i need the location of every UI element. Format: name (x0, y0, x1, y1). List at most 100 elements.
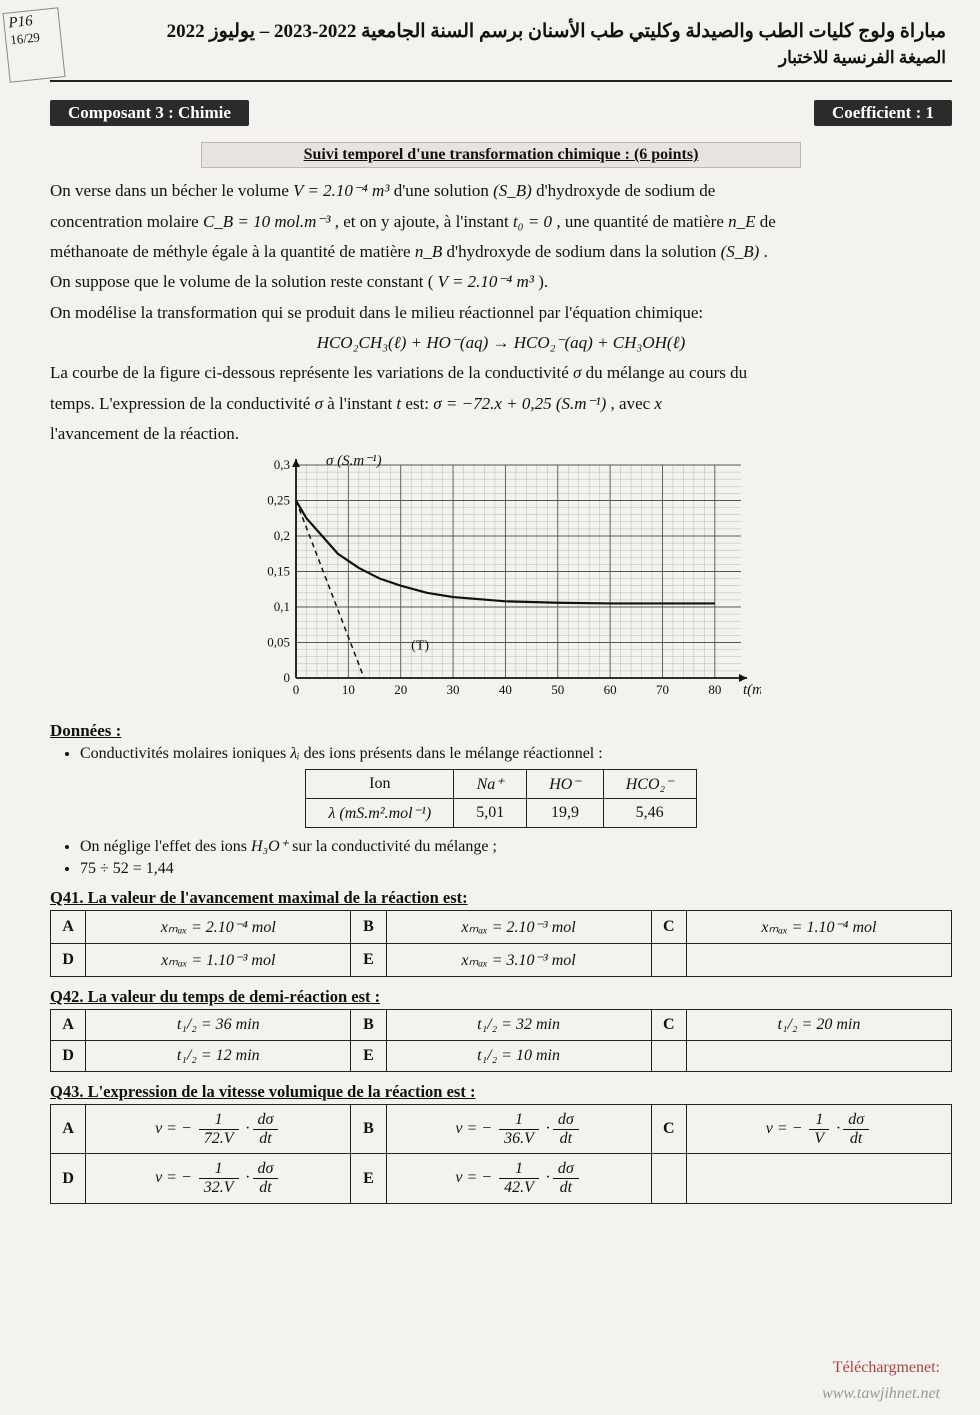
q42-d: t₁/₂ = 12 min (86, 1041, 351, 1072)
data-list: Conductivités molaires ioniques λᵢ des i… (80, 745, 952, 763)
svg-text:0,1: 0,1 (274, 599, 290, 614)
d: dt (843, 1130, 869, 1148)
opt-c: C (651, 1105, 686, 1154)
blank (686, 944, 951, 977)
t: à l'instant (327, 394, 396, 413)
n: dσ (253, 1160, 279, 1179)
t: d'hydroxyde de sodium de (536, 181, 715, 200)
q41-c: xₘₐₓ = 1.10⁻⁴ mol (686, 911, 951, 944)
n: dσ (253, 1111, 279, 1130)
n: 1 (499, 1160, 539, 1179)
section-bar: Composant 3 : Chimie Coefficient : 1 (50, 100, 952, 126)
t: temps. L'expression de la conductivité (50, 394, 315, 413)
tvar: t (396, 394, 401, 413)
th: HCO₂⁻ (626, 776, 674, 793)
h3o: H₃O⁺ (251, 838, 288, 855)
opt-a: A (51, 1105, 86, 1154)
sig2: σ (315, 394, 323, 413)
d: dt (253, 1130, 279, 1148)
svg-text:t(min): t(min) (743, 682, 761, 698)
blank (651, 944, 686, 977)
chart-svg: 0102030405060708000,050,10,150,20,250,3σ… (241, 453, 761, 713)
vp: v = − (766, 1120, 807, 1137)
q43-e: v = − 142.V ·dσdt (386, 1154, 651, 1203)
q43-a: v = − 172.V ·dσdt (86, 1105, 351, 1154)
q43-c: v = − 1V ·dσdt (686, 1105, 951, 1154)
svg-text:10: 10 (342, 682, 355, 697)
svg-text:0,25: 0,25 (267, 493, 290, 508)
t: On verse dans un bécher le volume (50, 181, 293, 200)
q41-b: xₘₐₓ = 2.10⁻³ mol (386, 911, 651, 944)
ion-table: Ion Na⁺ HO⁻ HCO₂⁻ λ (mS.m².mol⁻¹) 5,01 1… (305, 769, 696, 828)
opt-b: B (351, 911, 386, 944)
t: est: (405, 394, 433, 413)
pn: P16 (8, 13, 34, 31)
d: 42.V (499, 1179, 539, 1197)
q41-e: xₘₐₓ = 3.10⁻³ mol (386, 944, 651, 977)
th: HO⁻ (549, 776, 581, 793)
footer-download: Téléchargmenet: (833, 1359, 940, 1377)
opt-e: E (351, 1154, 386, 1203)
sig: σ (573, 363, 581, 382)
t: On modélise la transformation qui se pro… (50, 300, 952, 326)
bar-left: Composant 3 : Chimie (50, 100, 249, 126)
n: 1 (499, 1111, 539, 1130)
opt-c: C (651, 1010, 686, 1041)
blank (651, 1041, 686, 1072)
q43-table: A v = − 172.V ·dσdt B v = − 136.V ·dσdt … (50, 1104, 952, 1203)
ne: n_E (728, 212, 755, 231)
t: , avec (611, 394, 655, 413)
svg-text:60: 60 (604, 682, 617, 697)
exercise-banner: Suivi temporel d'une transformation chim… (201, 142, 801, 168)
pn-bot: 29 (26, 29, 40, 45)
d: dt (253, 1179, 279, 1197)
q42-a: t₁/₂ = 36 min (86, 1010, 351, 1041)
data-list2: On néglige l'effet des ions H₃O⁺ sur la … (80, 836, 952, 878)
lambda: λᵢ (290, 745, 299, 762)
d: 32.V (199, 1179, 239, 1197)
t: concentration molaire (50, 212, 203, 231)
opt-a: A (51, 911, 86, 944)
v-val: V = 2.10⁻⁴ m³ (293, 181, 389, 200)
donnees-title: Données : (50, 721, 952, 741)
d: dt (553, 1130, 579, 1148)
svg-text:30: 30 (447, 682, 460, 697)
intro: On verse dans un bécher le volume V = 2.… (50, 178, 952, 447)
t0: t₀ = 0 (513, 212, 552, 231)
t: On néglige l'effet des ions (80, 838, 251, 855)
svg-text:20: 20 (394, 682, 407, 697)
n: 1 (809, 1111, 829, 1130)
opt-a: A (51, 1010, 86, 1041)
svg-text:50: 50 (551, 682, 564, 697)
t: , et on y ajoute, à l'instant (335, 212, 513, 231)
q42-b: t₁/₂ = 32 min (386, 1010, 651, 1041)
sigexpr: σ = −72.x + 0,25 (S.m⁻¹) (433, 394, 606, 413)
t: . (764, 242, 768, 261)
t: de (760, 212, 776, 231)
vp: v = − (455, 1120, 496, 1137)
th: Na⁺ (477, 776, 504, 793)
q42-table: A t₁/₂ = 36 min B t₁/₂ = 32 min C t₁/₂ =… (50, 1009, 952, 1072)
n: dσ (843, 1111, 869, 1130)
d: 36.V (499, 1130, 539, 1148)
th: Ion (306, 770, 454, 799)
svg-text:σ (S.m⁻¹): σ (S.m⁻¹) (326, 453, 382, 469)
svg-text:(T): (T) (411, 639, 429, 654)
t: ). (538, 272, 548, 291)
svg-text:0,2: 0,2 (274, 528, 290, 543)
li3: 75 ÷ 52 = 1,44 (80, 860, 952, 878)
n: dσ (553, 1111, 579, 1130)
opt-e: E (351, 1041, 386, 1072)
svg-text:70: 70 (656, 682, 669, 697)
opt-c: C (651, 911, 686, 944)
page-corner: P16 16/29 (2, 7, 65, 82)
svg-text:0,15: 0,15 (267, 564, 290, 579)
t: l'avancement de la réaction. (50, 421, 952, 447)
blank (651, 1154, 686, 1203)
q41-a: xₘₐₓ = 2.10⁻⁴ mol (86, 911, 351, 944)
tr: λ (mS.m².mol⁻¹) (328, 805, 431, 822)
vp: v = − (155, 1120, 196, 1137)
opt-d: D (51, 944, 86, 977)
t: des ions présents dans le mélange réacti… (304, 745, 603, 762)
opt-d: D (51, 1041, 86, 1072)
